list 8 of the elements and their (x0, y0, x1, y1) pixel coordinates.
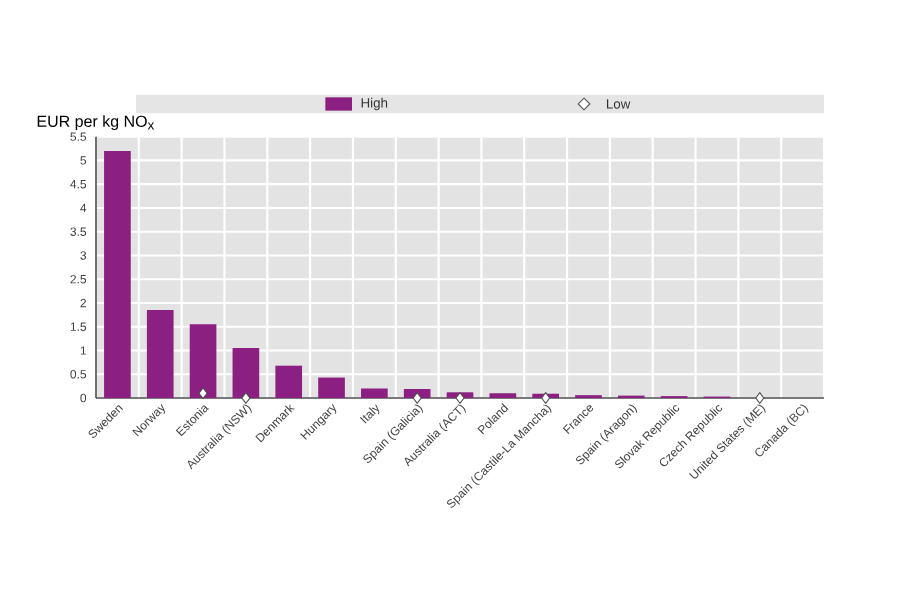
bar (275, 365, 303, 398)
bar (146, 310, 174, 398)
y-axis-title: EUR per kg NO$_{x}$ (37, 115, 155, 131)
bar (318, 377, 345, 398)
bar (189, 324, 217, 398)
bar (361, 388, 388, 398)
bar (104, 150, 131, 398)
bar (232, 348, 260, 398)
